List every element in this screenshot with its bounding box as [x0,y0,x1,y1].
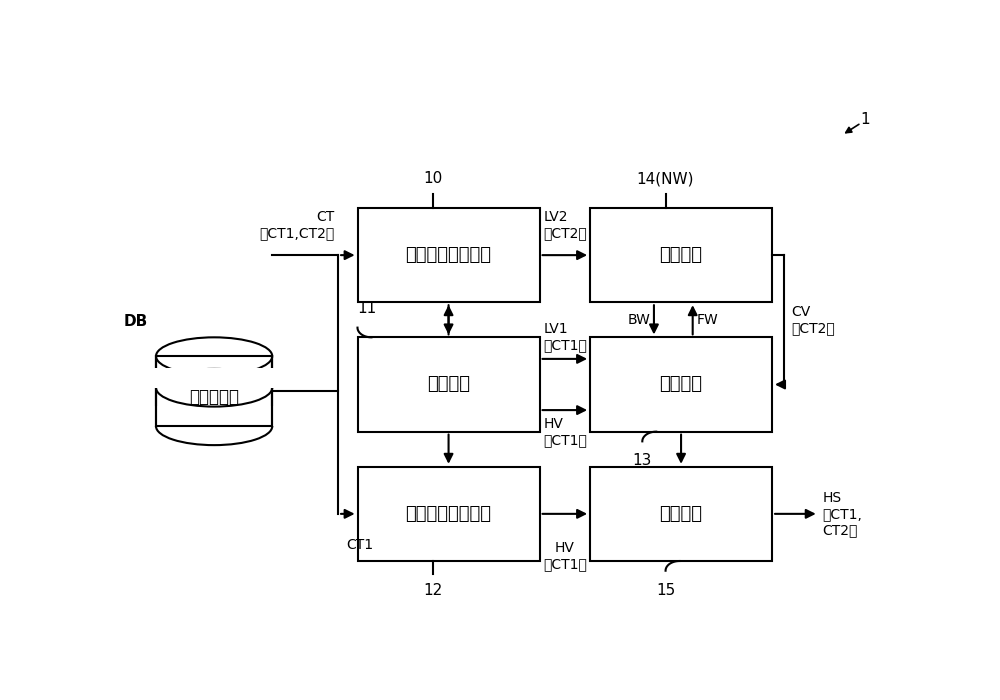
Text: DB: DB [124,314,148,329]
Text: 调整单元: 调整单元 [660,375,703,393]
Text: 1: 1 [860,111,870,127]
Text: HV
（CT1）: HV （CT1） [543,541,587,571]
Text: CV
（CT2）: CV （CT2） [792,304,835,335]
Bar [590,337,772,432]
Text: BW: BW [627,313,650,327]
Bar [358,208,540,302]
Text: 高分辨率渲染单元: 高分辨率渲染单元 [406,505,492,523]
Text: LV2
（CT2）: LV2 （CT2） [544,211,587,241]
Bar [154,406,274,426]
Text: 内容数据库: 内容数据库 [189,388,239,405]
Text: 15: 15 [656,582,675,598]
Text: 12: 12 [423,582,443,598]
Text: 11: 11 [358,301,377,316]
Bar [156,356,272,426]
Bar [590,208,772,302]
Text: 10: 10 [423,172,443,186]
Ellipse shape [156,407,272,445]
Ellipse shape [156,337,272,375]
Text: HS
（CT1,
CT2）: HS （CT1, CT2） [822,491,862,537]
Text: HV
（CT1）: HV （CT1） [544,416,587,447]
Bar [154,368,274,388]
Bar [156,356,272,426]
Text: 选择单元: 选择单元 [427,375,470,393]
Text: CT1: CT1 [346,538,373,552]
Text: 13: 13 [633,453,652,468]
Text: LV1
（CT1）: LV1 （CT1） [544,322,587,352]
Text: 上转换器: 上转换器 [660,246,703,264]
Bar [358,467,540,561]
Text: 14(NW): 14(NW) [637,172,694,186]
Text: CT
（CT1,CT2）: CT （CT1,CT2） [259,211,334,241]
Text: 低分辨率渲染单元: 低分辨率渲染单元 [406,246,492,264]
Bar [590,467,772,561]
Text: FW: FW [697,313,718,327]
Text: 输出单元: 输出单元 [660,505,703,523]
Bar [358,337,540,432]
